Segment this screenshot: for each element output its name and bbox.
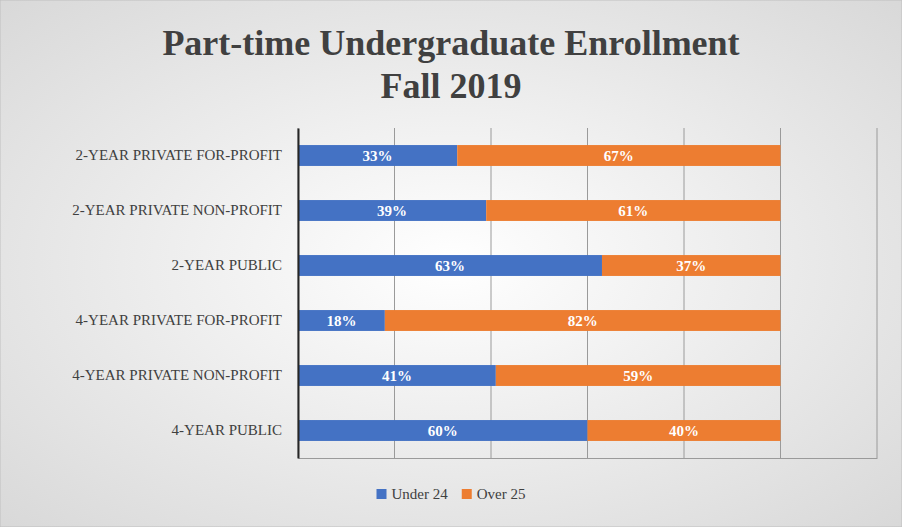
grid — [298, 128, 877, 458]
series — [298, 145, 602, 441]
grid-line — [780, 128, 781, 458]
y-tick-label: 2-YEAR PRIVATE FOR-PROFIT — [76, 147, 282, 163]
bars — [298, 145, 781, 441]
y-tick-label: 2-YEAR PRIVATE NON-PROFIT — [72, 202, 282, 218]
grid-line — [298, 128, 299, 458]
grid-line — [394, 128, 395, 458]
bar — [298, 310, 385, 331]
bar — [298, 420, 588, 441]
chart: Part-time Undergraduate EnrollmentFall 2… — [0, 0, 902, 527]
y-tick: 4-YEAR PRIVATE NON-PROFIT — [72, 367, 298, 383]
grid-line — [684, 128, 685, 458]
y-tick: 2-YEAR PRIVATE NON-PROFIT — [72, 202, 298, 218]
title-line: Part-time Undergraduate Enrollment — [162, 23, 739, 63]
grid-line — [491, 128, 492, 458]
y-tick-label: 4-YEAR PUBLIC — [172, 422, 282, 438]
x-axis-line — [299, 458, 878, 459]
data-label: 82% — [568, 313, 598, 329]
bar — [588, 420, 781, 441]
data-label: 39% — [377, 203, 407, 219]
y-tick: 2-YEAR PRIVATE FOR-PROFIT — [76, 147, 298, 163]
series — [385, 145, 781, 441]
legend-item: Under 24 — [377, 486, 449, 502]
bar — [385, 310, 781, 331]
y-tick: 2-YEAR PUBLIC — [172, 257, 298, 273]
y-axis: 2-YEAR PRIVATE FOR-PROFIT 2-YEAR PRIVATE … — [72, 129, 298, 459]
plot: 33% 39% 63% 18% 41% 60% 67% 61% 37% 82% 59% 40% 2-YE… — [72, 128, 877, 459]
data-label: 33% — [363, 148, 393, 164]
grid-line — [587, 128, 588, 458]
title-line: Fall 2019 — [381, 66, 522, 106]
y-tick-label: 4-YEAR PRIVATE FOR-PROFIT — [76, 312, 282, 328]
y-tick-label: 4-YEAR PRIVATE NON-PROFIT — [72, 367, 282, 383]
bar — [298, 200, 486, 221]
y-tick-label: 2-YEAR PUBLIC — [172, 257, 282, 273]
title: Part-time Undergraduate EnrollmentFall 2… — [162, 23, 739, 106]
data-label: 59% — [623, 368, 653, 384]
bar — [298, 255, 602, 276]
data-label: 60% — [428, 423, 458, 439]
data-label: 41% — [382, 368, 412, 384]
legend-swatch — [462, 489, 472, 499]
data-labels: 33% 39% 63% 18% 41% 60% 67% 61% 37% 82% 59% 40% — [326, 148, 706, 439]
data-label: 18% — [326, 313, 356, 329]
legend-swatch — [377, 489, 387, 499]
data-label: 61% — [618, 203, 648, 219]
legend: Under 24 Over 25 — [377, 486, 526, 502]
legend-label: Under 24 — [392, 486, 449, 502]
background — [0, 0, 902, 527]
data-label: 63% — [435, 258, 465, 274]
bar — [496, 365, 781, 386]
legend-label: Over 25 — [477, 486, 526, 502]
data-label: 40% — [669, 423, 699, 439]
bar — [298, 365, 496, 386]
y-tick: 4-YEAR PUBLIC — [172, 422, 298, 438]
grid-line — [877, 128, 878, 458]
bar — [486, 200, 780, 221]
bar — [457, 145, 780, 166]
bar — [602, 255, 781, 276]
y-tick: 4-YEAR PRIVATE FOR-PROFIT — [76, 312, 298, 328]
data-label: 67% — [604, 148, 634, 164]
x-axis — [299, 458, 878, 460]
data-label: 37% — [676, 258, 706, 274]
bar — [298, 145, 457, 166]
legend-item: Over 25 — [462, 486, 526, 502]
y-axis-line — [298, 129, 300, 459]
